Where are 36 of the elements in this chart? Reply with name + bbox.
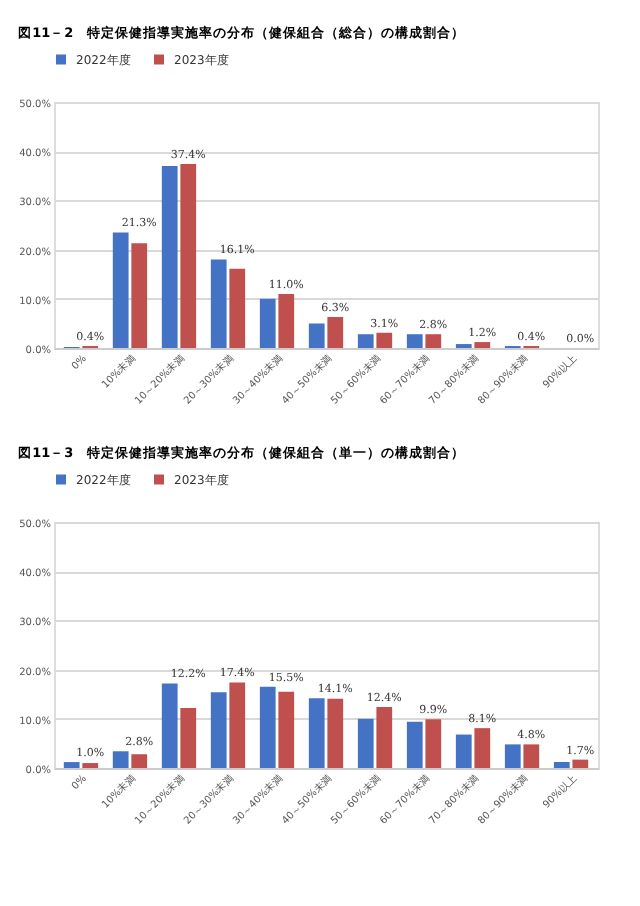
bar [180,163,197,348]
bar [406,721,423,768]
bar [425,719,442,768]
bar [376,706,393,768]
bar [229,682,246,768]
bar [308,698,325,768]
bar [278,691,295,768]
bar [357,718,374,768]
bar [553,762,570,768]
bar [112,232,129,348]
bar [229,268,246,348]
bar [131,243,148,348]
bar [474,342,491,348]
bar [210,259,227,348]
bar [357,334,374,348]
bar [308,323,325,348]
bar [523,744,540,768]
bar [161,683,178,768]
bar [425,334,442,348]
bar [406,334,423,348]
bar [259,298,276,348]
bar [259,686,276,768]
bar [455,734,472,768]
bar [376,332,393,348]
bar [131,754,148,768]
bar [210,692,227,768]
bar [180,707,197,768]
bar [327,698,344,768]
bar [572,759,589,768]
bar [504,744,521,768]
bar [474,728,491,768]
bar [161,165,178,348]
bar [112,751,129,768]
bar [327,317,344,348]
bar [63,762,80,768]
bar [278,293,295,348]
